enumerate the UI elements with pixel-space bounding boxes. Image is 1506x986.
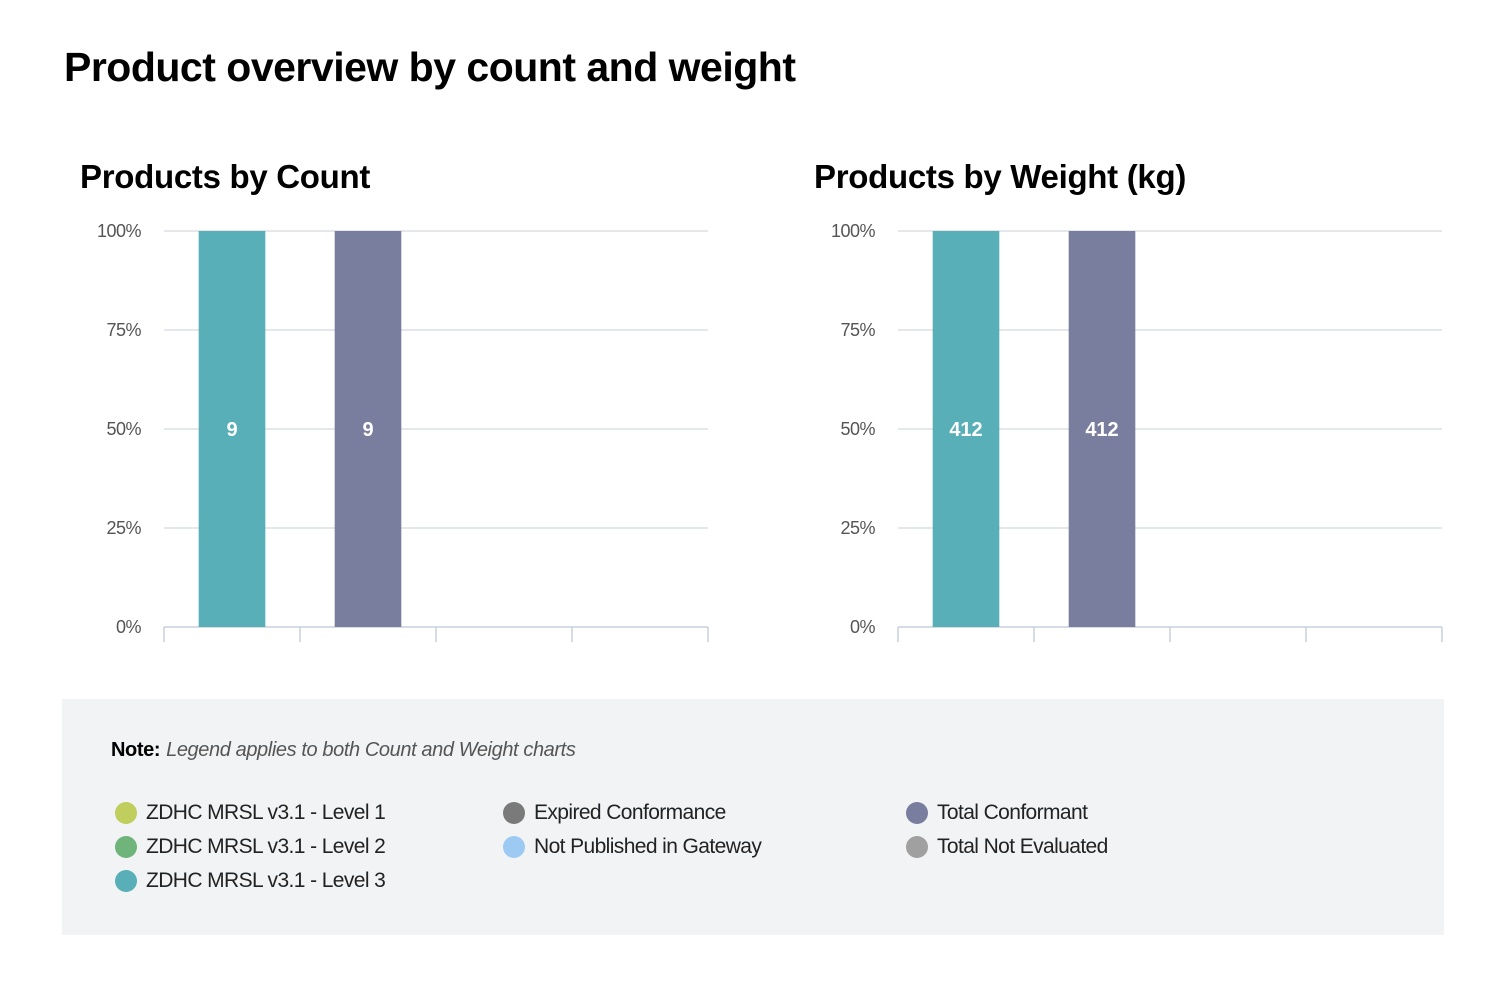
- weight-chart-title: Products by Weight (kg): [814, 158, 1187, 195]
- count-chart-title: Products by Count: [80, 158, 371, 195]
- y-tick-label: 0%: [850, 617, 876, 637]
- bar-data-label: 9: [226, 419, 237, 441]
- legend-label: Total Conformant: [937, 801, 1088, 824]
- legend-label: Expired Conformance: [534, 801, 726, 824]
- bar: [1068, 231, 1136, 627]
- y-tick-label: 100%: [97, 221, 142, 241]
- y-tick-label: 25%: [840, 518, 875, 538]
- legend-item: ZDHC MRSL v3.1 - Level 2: [115, 834, 386, 860]
- legend-swatch: [115, 836, 137, 858]
- legend-note-text: Legend applies to both Count and Weight …: [166, 739, 576, 761]
- y-tick-label: 25%: [106, 518, 141, 538]
- legend-swatch: [503, 802, 525, 824]
- count-chart: 0% 25% 50% 75% 100% 9 9: [97, 221, 709, 642]
- bar: [334, 231, 402, 627]
- legend-swatch: [906, 836, 928, 858]
- bar-data-label: 9: [362, 419, 373, 441]
- y-tick-label: 50%: [840, 419, 875, 439]
- weight-chart: 0% 25% 50% 75% 100% 412 412: [831, 221, 1443, 642]
- legend-item: Total Not Evaluated: [906, 834, 1108, 860]
- legend-label: ZDHC MRSL v3.1 - Level 2: [146, 835, 386, 858]
- legend-item: ZDHC MRSL v3.1 - Level 1: [115, 800, 386, 826]
- page-title: Product overview by count and weight: [64, 44, 796, 90]
- legend-item: Total Conformant: [906, 800, 1088, 826]
- legend-panel: Note: Legend applies to both Count and We…: [62, 699, 1444, 935]
- legend-item: Expired Conformance: [503, 800, 726, 826]
- legend-label: ZDHC MRSL v3.1 - Level 1: [146, 801, 386, 824]
- legend-note-label: Note:: [111, 739, 161, 761]
- bar: [932, 231, 1000, 627]
- legend-swatch: [503, 836, 525, 858]
- legend-label: Not Published in Gateway: [534, 835, 762, 858]
- y-tick-label: 75%: [106, 320, 141, 340]
- y-tick-label: 100%: [831, 221, 876, 241]
- legend-swatch: [115, 802, 137, 824]
- legend-item: Not Published in Gateway: [503, 834, 762, 860]
- legend-label: Total Not Evaluated: [937, 835, 1108, 858]
- legend-item: ZDHC MRSL v3.1 - Level 3: [115, 868, 386, 894]
- y-tick-label: 50%: [106, 419, 141, 439]
- y-tick-label: 75%: [840, 320, 875, 340]
- y-tick-label: 0%: [116, 617, 142, 637]
- legend-note: Note: Legend applies to both Count and We…: [111, 739, 576, 762]
- bar-data-label: 412: [949, 419, 982, 441]
- bar: [198, 231, 266, 627]
- legend-label: ZDHC MRSL v3.1 - Level 3: [146, 869, 386, 892]
- legend-swatch: [906, 802, 928, 824]
- bar-data-label: 412: [1085, 419, 1118, 441]
- legend-swatch: [115, 870, 137, 892]
